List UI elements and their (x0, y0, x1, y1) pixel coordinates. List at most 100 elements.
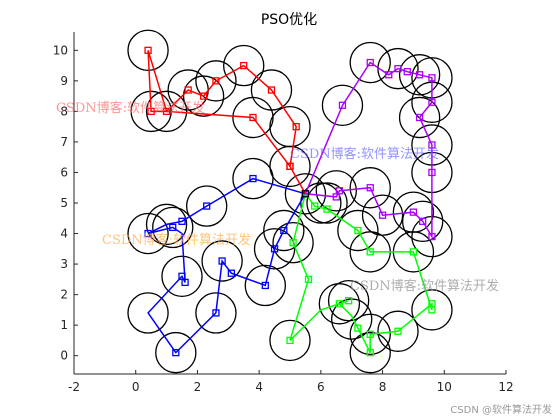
series-point (323, 205, 331, 213)
coverage-circle (398, 54, 441, 96)
series-point (428, 141, 436, 149)
coverage-circle (185, 185, 228, 227)
coverage-circle (327, 280, 370, 322)
x-tick-label: 4 (255, 380, 263, 394)
series-point (304, 275, 313, 283)
x-tick-label: 0 (132, 380, 140, 394)
series-point (184, 86, 192, 94)
coverage-circle (195, 292, 237, 334)
series-point (335, 187, 344, 195)
coverage-circle (152, 206, 194, 249)
series-point (267, 86, 276, 94)
coverage-circle (306, 182, 348, 224)
watermarks: CSDN博客:软件算法开发 CSDN博客:软件算法开发 CSDN博客:软件算法开… (56, 100, 499, 294)
series-point (394, 327, 402, 335)
series-point (249, 174, 257, 183)
series-point (212, 309, 220, 317)
series-point (212, 77, 220, 85)
chart-title: PSO优化 (261, 12, 317, 28)
series-point (218, 257, 226, 265)
coverage-circle (127, 212, 169, 255)
coverage-circle (195, 60, 237, 102)
series-point (227, 269, 236, 277)
coverage-circle (349, 331, 391, 374)
series-point (178, 217, 186, 225)
series-point (240, 61, 248, 70)
series-point (338, 101, 347, 109)
coverage-circle (349, 167, 391, 209)
x-tick-label: -2 (68, 380, 80, 394)
series-point (181, 278, 189, 287)
coverage-circle (377, 47, 419, 90)
series-point (366, 58, 374, 67)
series-point (270, 245, 279, 253)
series-line-2 (147, 177, 307, 354)
series-point (419, 217, 427, 225)
series-point (366, 248, 374, 256)
watermark-1: CSDN博客:软件算法开发 (56, 100, 205, 116)
y-tick-label: 6 (60, 165, 68, 179)
series-point (403, 68, 411, 76)
series-point (428, 300, 436, 308)
coverage-circle (182, 75, 225, 117)
series-point (344, 297, 353, 305)
y-tick-label: 4 (60, 227, 68, 241)
series-point (147, 107, 155, 116)
y-tick-label: 1 (60, 318, 68, 332)
series-point (354, 226, 362, 235)
watermark-2: CSDN博客:软件算法开发 (290, 146, 439, 162)
coverage-circle (269, 105, 311, 148)
series-point (415, 71, 424, 79)
circles-layer (127, 29, 453, 374)
coverage-circle (398, 96, 441, 139)
y-tick-label: 8 (60, 104, 68, 118)
coverage-circle (349, 41, 391, 84)
coverage-circle (401, 200, 444, 243)
y-tick-label: 10 (53, 43, 68, 57)
coverage-circle (411, 289, 453, 331)
series-line-1 (147, 50, 307, 195)
series-layer (144, 46, 436, 357)
x-tick-label: 2 (194, 380, 202, 394)
coverage-circle (145, 90, 188, 133)
coverage-circle (284, 173, 327, 215)
coverage-circle (321, 84, 364, 126)
coverage-circle (269, 319, 311, 362)
coverage-circle (253, 228, 296, 270)
series-point (289, 239, 297, 247)
coverage-circle (272, 221, 314, 264)
series-point (415, 113, 424, 122)
series-point (261, 281, 269, 290)
series-point (311, 202, 319, 210)
coverage-circle (145, 203, 188, 246)
coverage-circle (232, 96, 274, 139)
series-point (335, 300, 344, 308)
series-point (199, 92, 208, 100)
corner-watermark: CSDN @软件算法开发 (450, 403, 552, 416)
series-point (366, 348, 374, 357)
x-tick-label: 8 (379, 380, 387, 394)
series-point (292, 123, 300, 131)
x-tick-label: 10 (437, 380, 452, 394)
series-line-4 (304, 61, 433, 240)
coverage-circle (263, 209, 305, 252)
watermark-4: CSDN博客:软件算法开发 (350, 278, 499, 294)
coverage-circle (318, 283, 361, 325)
coverage-circle (201, 240, 243, 282)
series-point (409, 248, 418, 256)
series-point (378, 211, 387, 219)
series-point (354, 324, 362, 332)
series-point (162, 107, 171, 116)
coverage-circle (349, 313, 391, 356)
watermark-3: CSDN博客:软件算法开发 (102, 232, 251, 248)
series-point (169, 223, 177, 232)
y-tick-label: 2 (60, 288, 68, 302)
series-point (144, 229, 152, 238)
series-point (366, 330, 374, 338)
series-point (144, 46, 152, 54)
coverage-circle (155, 331, 197, 374)
coverage-circle (127, 292, 169, 334)
coverage-circle (269, 145, 311, 188)
